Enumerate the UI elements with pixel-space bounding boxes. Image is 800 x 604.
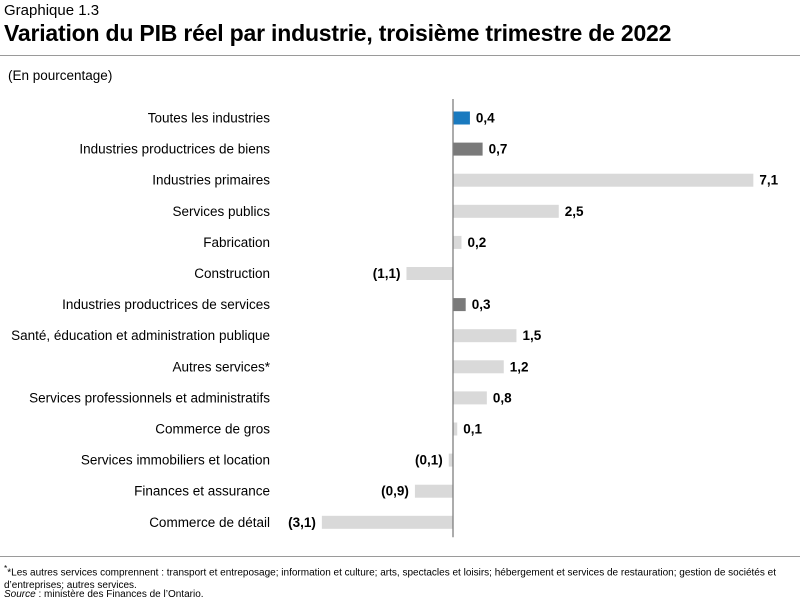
category-label-2: Industries primaires — [152, 173, 270, 188]
value-label-8: 1,2 — [510, 359, 529, 374]
bar-1 — [453, 142, 483, 156]
bar-4 — [453, 235, 462, 249]
bar-chart: Toutes les industries Industries productr… — [11, 99, 779, 538]
category-label-9: Services professionnels et administratif… — [29, 390, 270, 405]
footnote-divider — [0, 556, 800, 557]
value-label-9: 0,8 — [493, 390, 512, 405]
bar-11 — [448, 453, 453, 467]
chart-title: Variation du PIB réel par industrie, tro… — [4, 20, 672, 46]
footnote: **Les autres services comprennent : tran… — [4, 562, 794, 592]
category-label-13: Commerce de détail — [149, 515, 270, 530]
value-label-4: 0,2 — [467, 235, 486, 250]
value-label-12: (0,9) — [381, 484, 409, 499]
value-label-13: (3,1) — [288, 515, 316, 530]
value-label-7: 1,5 — [522, 328, 541, 343]
source-note: Source : ministère des Finances de l’Ont… — [4, 589, 204, 600]
category-label-10: Commerce de gros — [155, 422, 270, 437]
bar-12 — [414, 484, 453, 498]
category-label-8: Autres services* — [172, 359, 270, 374]
footnote-marker: * — [4, 563, 8, 573]
bar-13 — [321, 515, 453, 529]
value-label-1: 0,7 — [489, 142, 508, 157]
title-divider — [0, 55, 800, 56]
category-label-12: Finances et assurance — [134, 484, 270, 499]
value-label-10: 0,1 — [463, 422, 482, 437]
footnote-text: *Les autres services comprennent : trans… — [4, 567, 776, 591]
category-labels-group: Toutes les industries Industries productr… — [11, 111, 271, 530]
bar-9 — [453, 391, 487, 405]
bar-0 — [453, 111, 470, 125]
value-label-0: 0,4 — [476, 111, 495, 126]
unit-label: (En pourcentage) — [8, 68, 113, 83]
bar-5 — [406, 267, 453, 280]
bar-2 — [453, 173, 754, 187]
bar-7 — [453, 329, 517, 343]
value-label-6: 0,3 — [472, 297, 491, 312]
category-label-4: Fabrication — [203, 235, 270, 250]
category-label-1: Industries productrices de biens — [79, 142, 270, 157]
value-label-5: (1,1) — [373, 266, 401, 281]
category-label-6: Industries productrices de services — [62, 297, 270, 312]
category-label-0: Toutes les industries — [148, 111, 271, 126]
bar-10 — [453, 422, 458, 436]
bar-3 — [453, 204, 559, 218]
category-label-5: Construction — [194, 266, 270, 281]
category-label-7: Santé, éducation et administration publi… — [11, 328, 270, 343]
bar-8 — [453, 360, 504, 374]
category-label-11: Services immobiliers et location — [81, 453, 270, 468]
chart-supertitle: Graphique 1.3 — [4, 2, 100, 19]
value-label-2: 7,1 — [759, 173, 778, 188]
value-label-3: 2,5 — [565, 204, 584, 219]
value-label-11: (0,1) — [415, 453, 443, 468]
category-label-3: Services publics — [172, 204, 270, 219]
bars-group — [321, 111, 754, 529]
value-labels-group: 0,4 0,7 7,1 2,5 0,2 (1,1) 0,3 1,5 1,2 0,8 0,1 (0,1)… — [288, 111, 778, 530]
source-label: Source — [4, 589, 36, 600]
bar-6 — [453, 298, 466, 312]
source-text: : ministère des Finances de l’Ontario. — [35, 589, 204, 600]
